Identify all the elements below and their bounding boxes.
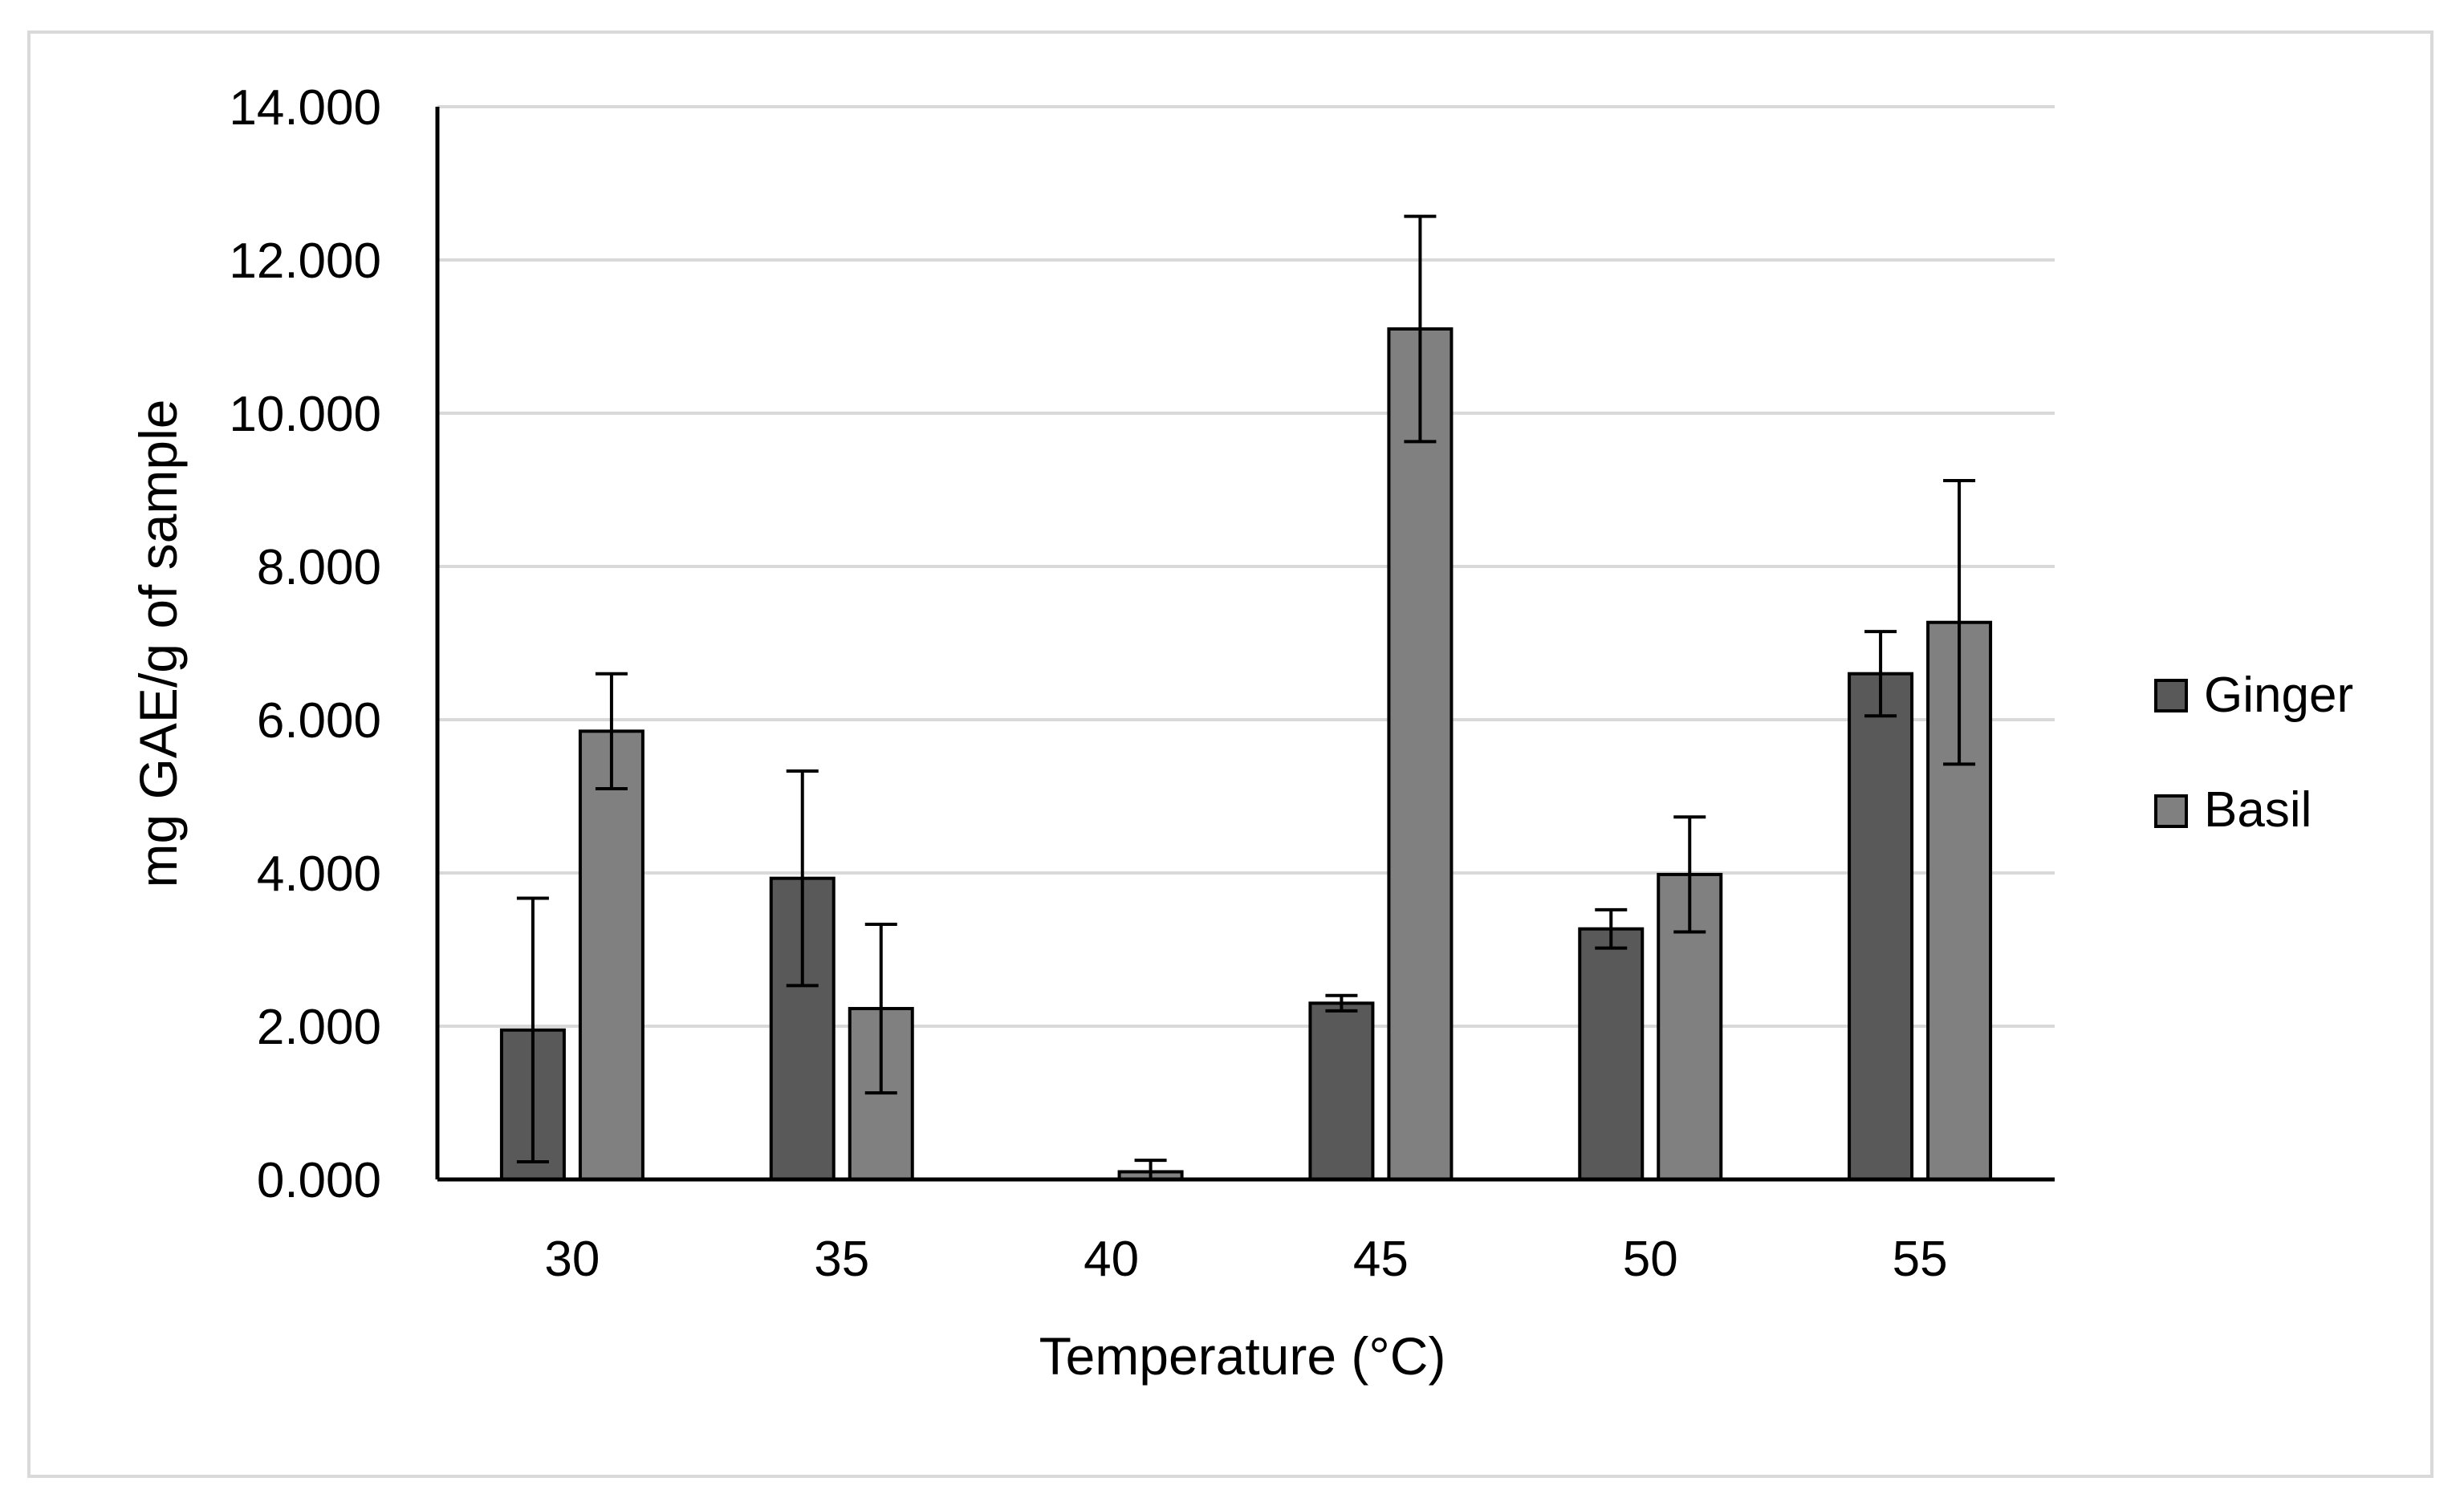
legend: Ginger Basil (2154, 668, 2353, 838)
y-tick-label-6: 12.000 (229, 233, 381, 289)
legend-swatch-ginger (2154, 679, 2188, 712)
y-tick-label-3: 6.000 (257, 693, 381, 749)
error-bar-basil-40 (1134, 1159, 1167, 1179)
legend-swatch-basil (2154, 794, 2188, 828)
bar-basil-30 (578, 729, 644, 1181)
bar-ginger-45 (1308, 1001, 1375, 1181)
error-bar-basil-30 (595, 672, 628, 790)
y-tick-label-5: 10.000 (229, 387, 381, 442)
legend-item-basil: Basil (2154, 782, 2312, 838)
x-tick-label-45: 45 (1353, 1232, 1409, 1287)
x-tick-label-30: 30 (544, 1232, 600, 1287)
error-bar-basil-35 (864, 922, 897, 1095)
bars (499, 214, 1993, 1182)
y-tick-label-4: 8.000 (257, 540, 381, 595)
bar-basil-50 (1657, 872, 1723, 1182)
error-bar-ginger-55 (1864, 630, 1897, 718)
gridlines (437, 105, 2055, 1028)
x-tick-label-40: 40 (1084, 1232, 1139, 1287)
error-bar-ginger-45 (1325, 993, 1358, 1013)
error-bar-basil-50 (1673, 815, 1706, 934)
legend-label-ginger: Ginger (2204, 668, 2353, 723)
y-tick-labels: 0.000 2.000 4.000 6.000 8.000 10.000 12.000 14.… (229, 80, 381, 1208)
error-bar-basil-55 (1943, 479, 1976, 766)
error-bar-ginger-50 (1595, 907, 1628, 950)
error-bar-ginger-35 (786, 769, 819, 988)
x-axis-label: Temperature (°C) (1039, 1326, 1446, 1386)
error-bar-basil-45 (1404, 214, 1437, 444)
x-tick-labels: 30 35 40 45 50 55 (544, 1232, 1947, 1287)
y-tick-label-0: 0.000 (257, 1153, 381, 1208)
y-tick-label-1: 2.000 (257, 1000, 381, 1055)
bar-ginger-50 (1578, 927, 1645, 1181)
x-tick-label-55: 55 (1893, 1232, 1948, 1287)
x-tick-label-50: 50 (1623, 1232, 1678, 1287)
error-bar-ginger-30 (516, 896, 549, 1164)
y-axis-label: mg GAE/g of sample (128, 400, 188, 888)
x-tick-label-35: 35 (814, 1232, 869, 1287)
chart-frame (27, 30, 2434, 1478)
legend-item-ginger: Ginger (2154, 668, 2353, 723)
bar-ginger-55 (1848, 672, 1914, 1181)
y-tick-label-2: 4.000 (257, 846, 381, 902)
legend-label-basil: Basil (2204, 782, 2312, 838)
axes (435, 107, 2055, 1182)
y-tick-label-7: 14.000 (229, 80, 381, 136)
bar-basil-45 (1387, 327, 1454, 1182)
